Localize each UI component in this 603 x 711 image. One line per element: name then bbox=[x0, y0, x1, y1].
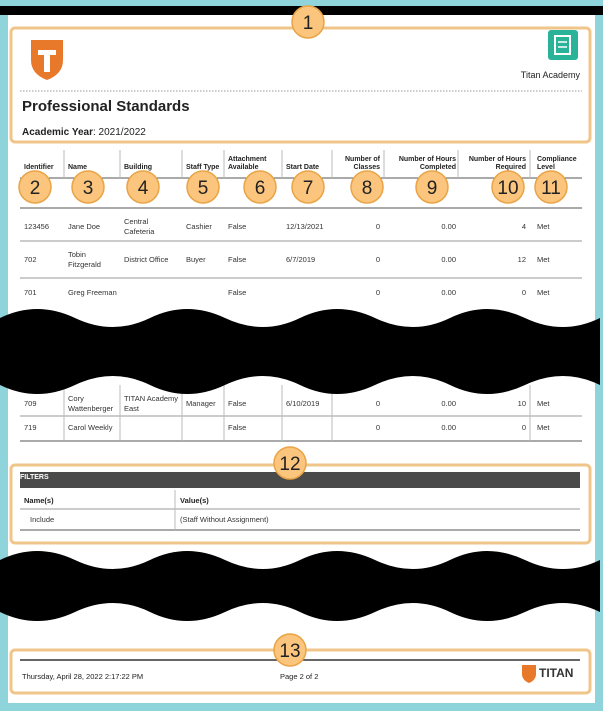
table-cell: Cashier bbox=[186, 222, 212, 231]
column-header: Building bbox=[124, 164, 152, 171]
table-cell: District Office bbox=[124, 255, 169, 264]
filters-header: Value(s) bbox=[180, 496, 209, 505]
table-cell: 702 bbox=[24, 255, 37, 264]
callout-number: 8 bbox=[362, 178, 373, 199]
table-cell: False bbox=[228, 423, 247, 432]
academic-year: Academic Year: 2021/2022 bbox=[22, 127, 146, 138]
table-cell: Tobin Fitzgerald bbox=[68, 250, 101, 269]
column-header: Start Date bbox=[286, 164, 320, 171]
table-cell: 0 bbox=[521, 288, 526, 297]
callout-number: 9 bbox=[427, 178, 438, 199]
footer-page: Page 2 of 2 bbox=[280, 672, 319, 681]
table-cell: TITAN Academy East bbox=[124, 394, 179, 413]
column-header: Number of Hours Completed bbox=[398, 156, 456, 171]
table-cell: 12/13/2021 bbox=[286, 222, 324, 231]
table-cell: 701 bbox=[24, 288, 37, 297]
year-label: Academic Year bbox=[22, 127, 93, 138]
filters-header: Name(s) bbox=[24, 496, 54, 505]
table-cell: Buyer bbox=[186, 255, 206, 264]
callout-number: 3 bbox=[83, 178, 94, 199]
report-title: Professional Standards bbox=[22, 98, 190, 115]
callout-badge bbox=[71, 170, 105, 204]
table-cell: Greg Freeman bbox=[68, 288, 117, 297]
year-value: 2021/2022 bbox=[98, 127, 146, 138]
callout-badge bbox=[291, 5, 325, 39]
column-header: Number of Hours Required bbox=[468, 156, 526, 171]
column-header: Name bbox=[68, 164, 88, 171]
table-cell: False bbox=[228, 399, 247, 408]
callout-number: 2 bbox=[30, 178, 41, 199]
callout-badge bbox=[291, 170, 325, 204]
callout-number: 7 bbox=[303, 178, 314, 199]
table-cell: Met bbox=[537, 222, 550, 231]
table-cell: False bbox=[228, 288, 247, 297]
callout-badge bbox=[491, 170, 525, 204]
table-cell: 0.00 bbox=[441, 423, 456, 432]
table-cell: 0 bbox=[521, 423, 526, 432]
table-cell: Met bbox=[537, 288, 550, 297]
table-cell: Met bbox=[537, 255, 550, 264]
callout-number: 5 bbox=[198, 178, 209, 199]
table-cell: 0 bbox=[375, 255, 380, 264]
table-cell: False bbox=[228, 222, 247, 231]
filter-name: Include bbox=[30, 515, 55, 524]
table-cell: Met bbox=[537, 423, 550, 432]
table-cell: False bbox=[228, 255, 247, 264]
callout-badge bbox=[273, 446, 307, 480]
callout-badge bbox=[126, 170, 160, 204]
callout-number: 12 bbox=[279, 454, 300, 475]
table-cell: Cory Wattenberger bbox=[68, 394, 114, 413]
table-cell: 0 bbox=[375, 399, 380, 408]
table-cell: 0 bbox=[375, 222, 380, 231]
callout-number: 6 bbox=[255, 178, 266, 199]
table-cell: Met bbox=[537, 399, 550, 408]
table-cell: 0.00 bbox=[441, 399, 456, 408]
callout-badge bbox=[350, 170, 384, 204]
column-header: Identifier bbox=[24, 164, 54, 171]
column-header: Number of Classes bbox=[345, 156, 380, 171]
table-cell: 6/10/2019 bbox=[286, 399, 320, 408]
table-cell: Jane Doe bbox=[68, 222, 101, 231]
table-cell: Manager bbox=[186, 399, 216, 408]
school-name: Titan Academy bbox=[520, 70, 580, 80]
callout-number: 1 bbox=[303, 13, 314, 34]
table-cell: 0.00 bbox=[441, 255, 456, 264]
callout-badge bbox=[534, 170, 568, 204]
callout-number: 10 bbox=[497, 178, 518, 199]
callout-number: 11 bbox=[541, 178, 561, 199]
filter-value: (Staff Without Assignment) bbox=[180, 515, 269, 524]
table-cell: 4 bbox=[521, 222, 526, 231]
callout-number: 13 bbox=[279, 641, 300, 662]
table-cell: 719 bbox=[24, 423, 37, 432]
filters-title: FILTERS bbox=[20, 474, 49, 481]
table-cell: 0.00 bbox=[441, 222, 456, 231]
table-cell: Central Cafeteria bbox=[124, 217, 155, 236]
callout-badge bbox=[415, 170, 449, 204]
column-header: Staff Type bbox=[186, 164, 220, 171]
table-cell: 6/7/2019 bbox=[286, 255, 316, 264]
table-cell: 709 bbox=[24, 399, 37, 408]
footer-timestamp: Thursday, April 28, 2022 2:17:22 PM bbox=[22, 672, 144, 681]
table-cell: Carol Weekly bbox=[68, 423, 113, 432]
callout-badge bbox=[186, 170, 220, 204]
table-cell: 0 bbox=[375, 288, 380, 297]
footer-logo: TITAN bbox=[539, 666, 574, 680]
column-header: Attachment Available bbox=[228, 156, 267, 171]
callout-number: 4 bbox=[138, 178, 149, 199]
table-cell: 10 bbox=[517, 399, 526, 408]
callout-badge bbox=[243, 170, 277, 204]
column-header: Compliance Level bbox=[537, 156, 577, 171]
table-cell: 0 bbox=[375, 423, 380, 432]
callout-badge bbox=[273, 633, 307, 667]
callout-badge bbox=[18, 170, 52, 204]
table-cell: 12 bbox=[517, 255, 526, 264]
table-cell: 0.00 bbox=[441, 288, 456, 297]
table-cell: 123456 bbox=[24, 222, 50, 231]
